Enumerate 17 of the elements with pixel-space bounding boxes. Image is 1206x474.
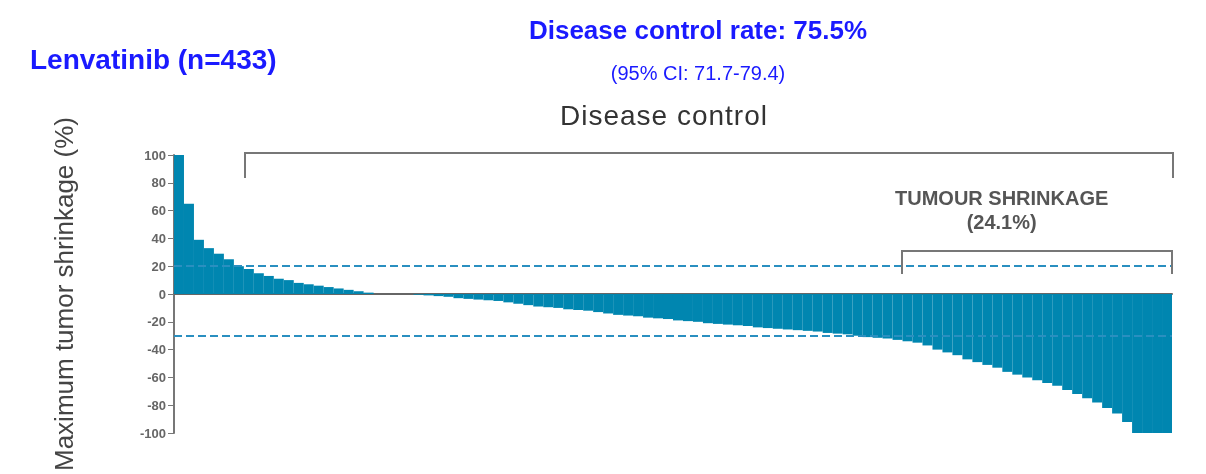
y-tick-label: 60 <box>151 203 166 219</box>
annotation: TUMOUR SHRINKAGE (24.1%) <box>895 186 1109 234</box>
y-tick-label: 40 <box>151 230 166 246</box>
chart-title: Disease control rate: 75.5% <box>528 15 868 45</box>
y-tick-label: -100 <box>139 425 166 441</box>
y-tick-label: 20 <box>151 258 166 274</box>
y-tick-label: -20 <box>147 314 166 330</box>
y-tick-label: 100 <box>144 147 166 163</box>
y-tick-label: -80 <box>147 397 166 413</box>
y-axis-title: Maximum tumor shrinkage (%) <box>49 117 79 472</box>
chart-subtitle: (95% CI: 71.7-79.4) <box>610 62 786 84</box>
y-tick-label: -60 <box>147 369 166 385</box>
text: Lenvatinib (n=433) <box>30 44 277 76</box>
y-tick-label: 80 <box>151 175 166 191</box>
y-tick-label: -40 <box>147 342 166 358</box>
y-tick-label: 0 <box>158 286 166 302</box>
text: Disease control <box>560 100 768 132</box>
